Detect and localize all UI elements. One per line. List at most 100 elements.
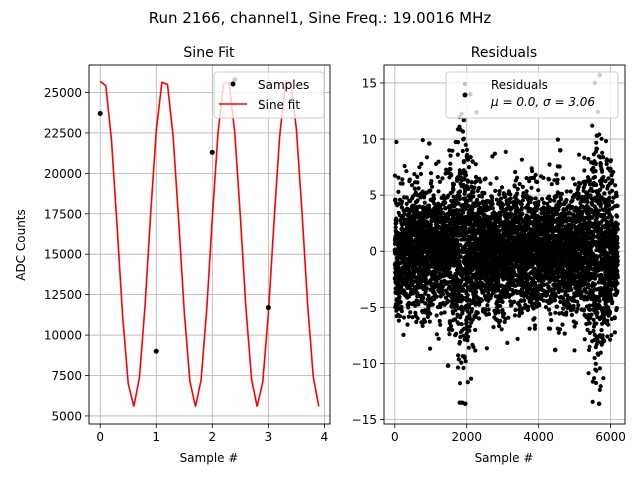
residual-point	[404, 201, 409, 206]
residual-point	[465, 179, 471, 184]
residual-point	[401, 315, 407, 320]
residual-point	[434, 270, 439, 275]
residual-point	[556, 207, 561, 212]
residual-point	[415, 198, 420, 203]
residual-point	[440, 176, 445, 181]
residual-point	[465, 338, 470, 343]
residual-point	[425, 314, 430, 319]
residual-point	[515, 175, 520, 180]
residual-point	[533, 172, 538, 177]
sine-fit-line-group	[99, 80, 320, 407]
residual-point	[463, 359, 468, 364]
residual-point	[400, 199, 405, 204]
residual-point	[508, 192, 513, 197]
residual-point	[513, 169, 518, 175]
residual-point	[465, 293, 470, 298]
residual-point	[457, 259, 462, 264]
sine-fit-axes-frame	[88, 64, 331, 425]
residual-point	[498, 196, 503, 201]
residuals-points-group	[392, 72, 620, 407]
residual-point	[420, 138, 425, 143]
residual-point	[433, 225, 438, 230]
residual-point	[424, 285, 429, 291]
residual-point	[408, 213, 413, 219]
residual-point	[455, 365, 461, 370]
residual-point	[428, 311, 433, 316]
sine-fit-ytick-label: 5000	[51, 409, 82, 423]
residual-point	[554, 172, 559, 177]
residual-point	[418, 171, 424, 177]
residual-point	[478, 179, 483, 184]
residual-point	[423, 301, 428, 306]
residual-point	[519, 157, 525, 162]
sine-fit-ytick-label: 15000	[44, 248, 82, 262]
residual-point	[454, 331, 459, 336]
residual-point	[396, 189, 401, 194]
residual-point	[436, 336, 441, 341]
residual-point	[408, 310, 413, 315]
residual-point	[397, 294, 402, 300]
residual-point	[400, 177, 405, 182]
sine-fit-ytick-label: 10000	[44, 329, 82, 343]
residual-point	[475, 197, 480, 202]
residual-point	[529, 185, 534, 190]
residual-point	[519, 205, 525, 210]
residual-point	[469, 180, 474, 185]
residual-point	[477, 185, 482, 191]
residual-point	[532, 316, 537, 321]
residual-point	[482, 191, 487, 196]
residual-point	[439, 311, 444, 316]
residual-point	[428, 171, 434, 176]
residual-point	[499, 327, 504, 332]
residual-point	[427, 319, 432, 324]
residual-point	[564, 189, 569, 194]
sine-fit-grid	[89, 65, 330, 424]
residual-point	[398, 300, 403, 305]
residual-point	[439, 207, 444, 212]
residual-point	[522, 298, 527, 303]
residual-point	[396, 175, 401, 180]
residual-point	[443, 206, 448, 211]
residual-point	[519, 310, 525, 315]
residual-point	[527, 326, 532, 331]
residual-point	[438, 304, 443, 310]
residual-point	[484, 204, 489, 209]
sine-fit-title: Sine Fit	[183, 45, 235, 61]
residual-point	[415, 180, 420, 185]
residual-point	[548, 311, 553, 316]
residual-point	[484, 346, 489, 351]
figure-suptitle: Run 2166, channel1, Sine Freq.: 19.0016 …	[149, 9, 492, 27]
sine-fit-ticks: 0 1 2 3 450007500100001250015000175002000022…	[44, 86, 328, 444]
sine-fit-xtick-label: 2	[208, 430, 216, 444]
residual-point	[515, 336, 520, 341]
residual-point	[430, 184, 435, 189]
residual-point	[420, 323, 425, 328]
residual-point	[456, 357, 461, 362]
residual-point	[458, 243, 463, 248]
residual-point	[410, 315, 415, 320]
residual-point	[512, 299, 517, 304]
residual-point	[438, 322, 443, 327]
residual-point	[457, 381, 463, 386]
residual-point	[448, 153, 453, 158]
residual-point	[486, 307, 491, 312]
residual-point	[431, 196, 437, 201]
residual-point	[548, 326, 553, 331]
residual-point	[486, 312, 492, 317]
residual-point	[443, 200, 448, 205]
residual-point	[441, 193, 446, 198]
residual-point	[440, 292, 446, 297]
residual-point	[463, 206, 468, 211]
residual-point	[564, 197, 569, 203]
sine-fit-line	[99, 80, 320, 407]
residual-point	[406, 305, 411, 310]
residual-point	[486, 298, 491, 303]
sine-fit-xtick-label: 0	[96, 430, 104, 444]
residual-point	[422, 319, 428, 324]
residual-point	[437, 179, 442, 184]
residual-point	[471, 344, 476, 350]
residual-point	[463, 173, 469, 178]
residual-point	[555, 177, 560, 182]
sine-fit-ylabel: ADC Counts	[14, 209, 28, 281]
residual-point	[515, 191, 520, 196]
